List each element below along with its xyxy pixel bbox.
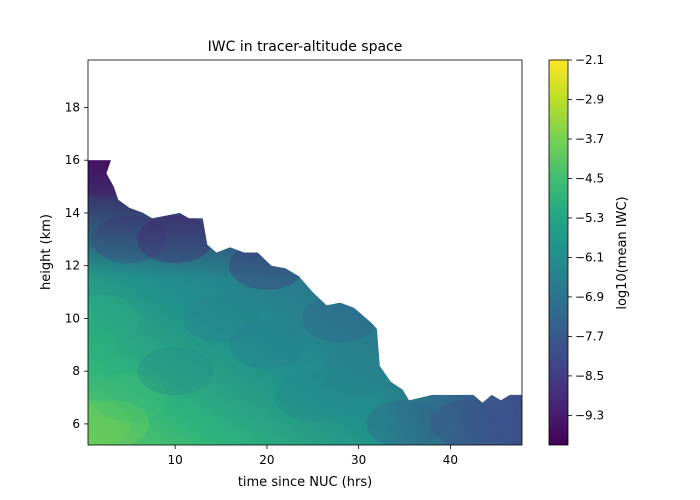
x-tick-label: 40: [443, 453, 458, 467]
iwc-sample-14: [302, 294, 379, 343]
iwc-sample-7: [274, 373, 351, 422]
chart-title: IWC in tracer-altitude space: [208, 39, 403, 55]
y-axis: 6 8 10 12 14 16 18: [65, 100, 88, 431]
x-tick-label: 10: [168, 453, 183, 467]
plot-frame: [87, 59, 523, 446]
y-tick-label: 10: [65, 311, 80, 325]
y-tick-label: 18: [65, 100, 80, 114]
iwc-sample-5: [183, 294, 260, 343]
y-tick-label: 16: [65, 153, 80, 167]
colorbar-tick-label: −4.5: [575, 171, 604, 185]
y-tick-label: 14: [65, 206, 80, 220]
colorbar-tick-label: −6.9: [575, 290, 604, 304]
iwc-sample-4: [137, 347, 214, 396]
colorbar-tick-label: −6.1: [575, 250, 604, 264]
colorbar-tick-label: −8.5: [575, 369, 604, 383]
iwc-sample-8: [320, 347, 397, 396]
y-tick-label: 8: [72, 364, 80, 378]
colorbar-tick-label: −2.1: [575, 53, 604, 67]
iwc-upper-band: [88, 160, 522, 279]
x-axis: 10 20 30 40: [168, 445, 458, 467]
iwc-sample-2: [91, 373, 168, 422]
iwc-sample-1: [88, 399, 149, 445]
y-tick-label: 6: [72, 417, 80, 431]
colorbar-frame: [548, 59, 569, 446]
iwc-sample-0: [88, 399, 131, 445]
colorbar-tick-label: −9.3: [575, 408, 604, 422]
colorbar-tick-label: −2.9: [575, 92, 604, 106]
iwc-sample-3: [88, 294, 140, 343]
colorbar-gradient: [549, 60, 568, 445]
iwc-sample-6: [228, 320, 305, 369]
y-axis-label: height (km): [39, 214, 54, 290]
x-axis-label: time since NUC (hrs): [238, 475, 372, 490]
x-tick-label: 30: [351, 453, 366, 467]
plot-area: [88, 160, 522, 445]
colorbar-ticks: −2.1 −2.9 −3.7 −4.5 −5.3 −6.1 −6.9 −7.7 −8.5 −9.3: [568, 53, 604, 422]
colorbar-tick-label: −3.7: [575, 132, 604, 146]
y-tick-label: 12: [65, 259, 80, 273]
x-tick-label: 20: [259, 453, 274, 467]
iwc-field: [88, 160, 522, 445]
colorbar-label: log10(mean IWC): [615, 196, 630, 309]
colorbar: −2.1 −2.9 −3.7 −4.5 −5.3 −6.1 −6.9 −7.7 −8.5 −9.3…: [548, 53, 630, 446]
colorbar-tick-label: −7.7: [575, 329, 604, 343]
colorbar-tick-label: −5.3: [575, 211, 604, 225]
iwc-right-band: [386, 371, 522, 445]
